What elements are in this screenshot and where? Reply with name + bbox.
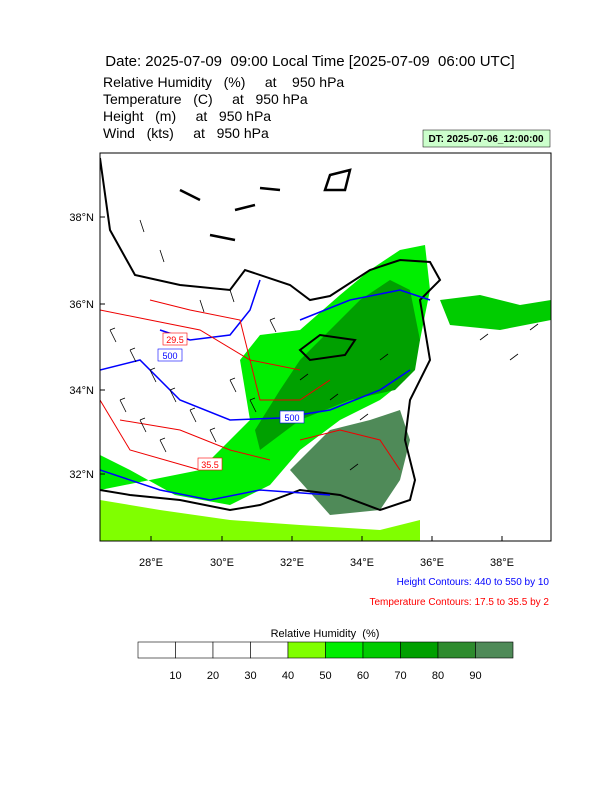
contour-label-box [157, 348, 183, 362]
islands [179, 168, 352, 242]
wind-barbs [109, 219, 539, 471]
rh-area [100, 245, 430, 505]
field: Relative Humidity (%) at 950 hPa [103, 74, 344, 90]
dt-badge [422, 129, 551, 148]
contour-label-box [279, 410, 305, 424]
colorbar-box [212, 641, 251, 659]
colorbar-label: 30 [244, 670, 256, 682]
lat-label: 34°N [69, 385, 94, 397]
colorbar-label: 70 [394, 670, 406, 682]
contour-label-text: 500 [162, 351, 177, 361]
field: Wind (kts) at 950 hPa [103, 125, 269, 141]
note: Temperature Contours: 17.5 to 35.5 by 2 [369, 597, 549, 608]
colorbar: 10 20 30 40 50 60 70 80 90 [137, 641, 514, 682]
colorbar-box [175, 641, 214, 659]
rh-area [290, 410, 410, 515]
rh-area [255, 280, 420, 450]
colorbar-box [362, 641, 401, 659]
lon-label: 30°E [210, 557, 234, 569]
colorbar-label: 80 [432, 670, 444, 682]
contour-label: 500 [157, 348, 183, 362]
lon-label: 34°E [350, 557, 374, 569]
lat-label: 38°N [69, 212, 94, 224]
lon-label: 28°E [139, 557, 163, 569]
lon-label: 38°E [490, 557, 514, 569]
colorbar-label: 20 [207, 670, 219, 682]
note: Height Contours: 440 to 550 by 10 [397, 577, 550, 588]
coastline [100, 157, 442, 512]
colorbar-box [437, 641, 476, 659]
field: Temperature (C) at 950 hPa [103, 91, 308, 107]
lat-label: 32°N [69, 469, 94, 481]
rh-area [440, 295, 551, 330]
colorbar-label: 90 [469, 670, 481, 682]
contour-label: 35.5 [197, 457, 223, 471]
colorbar-label: 50 [319, 670, 331, 682]
colorbar-label: 40 [282, 670, 294, 682]
temperature-contour [100, 299, 401, 471]
contour-label-box [197, 457, 223, 471]
dt-text: DT: 2025-07-06_12:00:00 [428, 134, 544, 145]
map: 38°N 36°N 34°N 32°N 28°E 30°E 32°E 34°E 36°E 38°E… [69, 152, 552, 569]
colorbar-box [137, 641, 176, 659]
colorbar-box [250, 641, 289, 659]
contour-label-text: 35.5 [201, 460, 219, 470]
title: Date: 2025-07-09 09:00 Local Time [2025-… [105, 53, 514, 70]
map-frame [99, 152, 552, 542]
contour-label-text: 29.5 [166, 335, 184, 345]
lon-label: 32°E [280, 557, 304, 569]
colorbar-box [287, 641, 326, 659]
colorbar-title: Relative Humidity (%) [271, 628, 380, 640]
rh-area [100, 500, 420, 541]
colorbar-label: 60 [357, 670, 369, 682]
lon-label: 36°E [420, 557, 444, 569]
contour-label: 500 [279, 410, 305, 424]
field: Height (m) at 950 hPa [103, 108, 271, 124]
colorbar-box [475, 641, 514, 659]
colorbar-label: 10 [169, 670, 181, 682]
colorbar-box [325, 641, 364, 659]
contour-label-text: 500 [284, 413, 299, 423]
coastline [298, 333, 357, 362]
contour-label-box [162, 332, 188, 346]
colorbar-box [400, 641, 439, 659]
contour-label: 29.5 [162, 332, 188, 346]
height-contour [100, 359, 411, 421]
lat-label: 36°N [69, 299, 94, 311]
